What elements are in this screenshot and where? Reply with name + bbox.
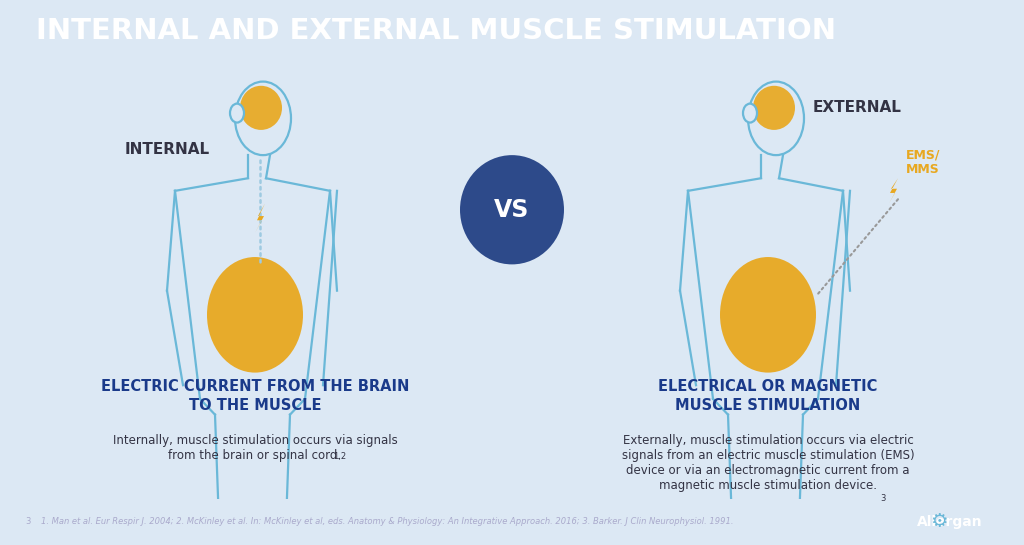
Text: EMS/
MMS: EMS/ MMS: [906, 148, 940, 176]
Text: Externally, muscle stimulation occurs via electric
signals from an electric musc: Externally, muscle stimulation occurs vi…: [622, 433, 914, 492]
Ellipse shape: [240, 86, 282, 130]
Text: EXTERNAL: EXTERNAL: [813, 100, 902, 116]
Text: ⚙: ⚙: [930, 512, 947, 531]
Polygon shape: [255, 203, 265, 233]
Ellipse shape: [743, 104, 757, 123]
Text: ELECTRICAL OR MAGNETIC: ELECTRICAL OR MAGNETIC: [658, 379, 878, 393]
Ellipse shape: [720, 257, 816, 373]
Text: VS: VS: [495, 198, 529, 222]
Text: ELECTRIC CURRENT FROM THE BRAIN: ELECTRIC CURRENT FROM THE BRAIN: [100, 379, 410, 393]
Text: Internally, muscle stimulation occurs via signals
from the brain or spinal cord.: Internally, muscle stimulation occurs vi…: [113, 433, 397, 462]
Text: MUSCLE STIMULATION: MUSCLE STIMULATION: [676, 397, 860, 413]
Text: INTERNAL AND EXTERNAL MUSCLE STIMULATION: INTERNAL AND EXTERNAL MUSCLE STIMULATION: [36, 17, 836, 45]
Text: 3: 3: [880, 494, 886, 504]
Text: TO THE MUSCLE: TO THE MUSCLE: [188, 397, 322, 413]
Circle shape: [460, 155, 564, 264]
Ellipse shape: [207, 257, 303, 373]
Ellipse shape: [230, 104, 244, 123]
Text: INTERNAL: INTERNAL: [125, 142, 210, 158]
Polygon shape: [889, 178, 898, 203]
Text: 1. Man et al. Eur Respir J. 2004; 2. McKinley et al. In: McKinley et al, eds. An: 1. Man et al. Eur Respir J. 2004; 2. McK…: [41, 517, 733, 526]
Ellipse shape: [753, 86, 795, 130]
Text: 1,2: 1,2: [333, 452, 346, 462]
Text: 3: 3: [26, 517, 36, 526]
Text: Allergan: Allergan: [918, 515, 983, 529]
